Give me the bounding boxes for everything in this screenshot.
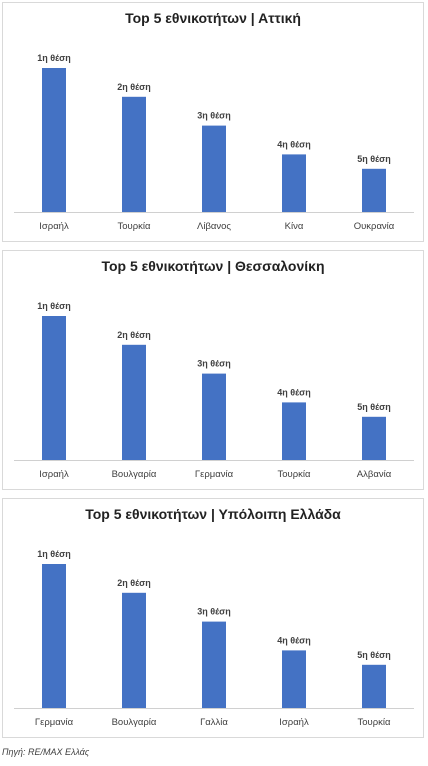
category-label: Ουκρανία	[354, 221, 395, 232]
category-label: Αλβανία	[357, 469, 392, 480]
category-label: Ισραήλ	[39, 221, 69, 232]
category-label: Τουρκία	[278, 469, 312, 480]
bar	[122, 96, 146, 212]
source-note: Πηγή: RE/MAX Ελλάς	[2, 747, 90, 757]
bar	[362, 168, 386, 212]
data-label: 2η θέση	[117, 578, 151, 588]
data-label: 4η θέση	[277, 635, 311, 645]
bar	[282, 154, 306, 212]
category-label: Λίβανος	[197, 221, 231, 232]
category-label: Γαλλία	[200, 717, 228, 728]
data-label: 3η θέση	[197, 111, 231, 121]
chart-panel-rest-of-greece: Top 5 εθνικοτήτων | Υπόλοιπη Ελλάδα 1η θέ…	[2, 498, 424, 738]
bar	[42, 316, 66, 460]
bar	[362, 664, 386, 708]
data-label: 4η θέση	[277, 139, 311, 149]
category-label: Ισραήλ	[279, 717, 309, 728]
chart-panel-attica: Top 5 εθνικοτήτων | Αττική 1η θέση Ισραήλ 2…	[2, 2, 424, 242]
data-label: 5η θέση	[357, 154, 391, 164]
chart-svg: Top 5 εθνικοτήτων | Αττική 1η θέση Ισραήλ 2…	[14, 10, 414, 232]
bar	[282, 650, 306, 708]
category-label: Κίνα	[285, 221, 304, 232]
bar	[42, 564, 66, 708]
bar	[42, 68, 66, 212]
category-label: Βουλγαρία	[112, 469, 157, 480]
chart-panel-thessaloniki: Top 5 εθνικοτήτων | Θεσσαλονίκη 1η θέση Ισ…	[2, 250, 424, 490]
data-label: 3η θέση	[197, 359, 231, 369]
category-label: Τουρκία	[118, 221, 152, 232]
data-label: 5η θέση	[357, 402, 391, 412]
category-label: Βουλγαρία	[112, 717, 157, 728]
bar	[202, 621, 226, 708]
data-label: 2η θέση	[117, 82, 151, 92]
bar	[202, 125, 226, 212]
data-label: 2η θέση	[117, 330, 151, 340]
chart-svg: Top 5 εθνικοτήτων | Θεσσαλονίκη 1η θέση Ισ…	[14, 258, 414, 480]
category-label: Ισραήλ	[39, 469, 69, 480]
category-label: Γερμανία	[35, 717, 74, 728]
data-label: 1η θέση	[37, 301, 71, 311]
data-label: 3η θέση	[197, 607, 231, 617]
data-label: 4η θέση	[277, 387, 311, 397]
chart-title: Top 5 εθνικοτήτων | Αττική	[125, 10, 301, 26]
bar	[122, 344, 146, 460]
data-label: 1η θέση	[37, 549, 71, 559]
category-label: Γερμανία	[195, 469, 234, 480]
data-label: 5η θέση	[357, 650, 391, 660]
category-label: Τουρκία	[358, 717, 392, 728]
chart-title: Top 5 εθνικοτήτων | Υπόλοιπη Ελλάδα	[85, 506, 341, 522]
bar	[362, 416, 386, 460]
chart-title: Top 5 εθνικοτήτων | Θεσσαλονίκη	[101, 258, 324, 274]
bar	[122, 592, 146, 708]
data-label: 1η θέση	[37, 53, 71, 63]
bar	[282, 402, 306, 460]
bar	[202, 373, 226, 460]
chart-svg: Top 5 εθνικοτήτων | Υπόλοιπη Ελλάδα 1η θέ…	[14, 506, 414, 728]
